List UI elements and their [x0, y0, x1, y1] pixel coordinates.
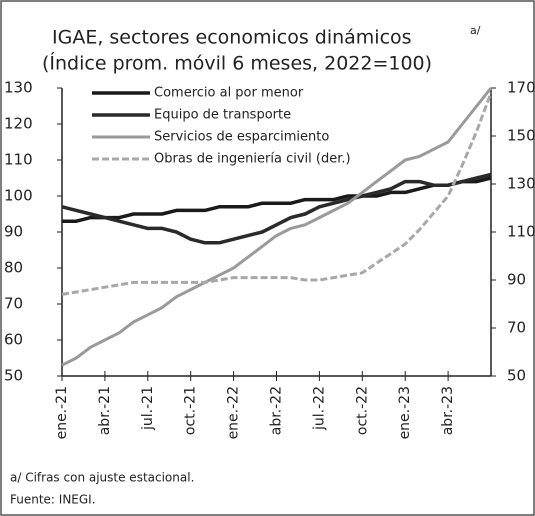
legend-label: Obras de ingeniería civil (der.) [154, 152, 351, 167]
x-tick-label: oct.-22 [354, 386, 370, 435]
series-line [61, 87, 493, 367]
x-tick-label: jul.-22 [311, 386, 327, 431]
footnote: a/ Cifras con ajuste estacional. [10, 471, 194, 485]
y-tick-label: 80 [4, 259, 23, 277]
chart-subtitle: (Índice prom. móvil 6 meses, 2022=100) [42, 52, 432, 75]
y-tick-label: 130 [4, 79, 33, 97]
y-tick-label: 90 [4, 223, 23, 241]
y-tick-label: 110 [4, 151, 33, 169]
title-note: a/ [470, 24, 481, 37]
x-tick-label: abr.-21 [97, 386, 113, 435]
x-tick-label: ene.-21 [54, 386, 70, 439]
x-tick-label: abr.-22 [269, 386, 285, 435]
y-tick-label: 120 [4, 115, 33, 133]
series-line [61, 172, 492, 245]
series-line [62, 176, 492, 223]
legend-label: Equipo de transporte [154, 108, 291, 123]
x-tick-label: abr.-23 [440, 386, 456, 435]
chart-title: IGAE, sectores economicos dinámicos [52, 27, 412, 49]
y-tick-label: 100 [4, 187, 33, 205]
x-tick-label: ene.-22 [226, 386, 242, 439]
legend-label: Comercio al por menor [154, 86, 304, 101]
footnote: Fuente: INEGI. [10, 493, 96, 507]
y-tick-label: 70 [4, 295, 23, 313]
y2-tick-label: 110 [507, 223, 535, 241]
y2-tick-label: 150 [507, 127, 535, 145]
x-tick-label: jul.-21 [140, 386, 156, 431]
legend-label: Servicios de esparcimiento [154, 130, 329, 145]
y2-tick-label: 170 [507, 79, 535, 97]
y-tick-label: 60 [4, 331, 23, 349]
y-tick-label: 50 [4, 367, 23, 385]
x-tick-label: oct.-21 [183, 386, 199, 435]
y2-tick-label: 90 [507, 271, 526, 289]
x-tick-label: ene.-23 [397, 386, 413, 439]
y2-tick-label: 50 [507, 367, 526, 385]
series-line [61, 92, 493, 296]
y2-tick-label: 70 [507, 319, 526, 337]
y2-tick-label: 130 [507, 175, 535, 193]
